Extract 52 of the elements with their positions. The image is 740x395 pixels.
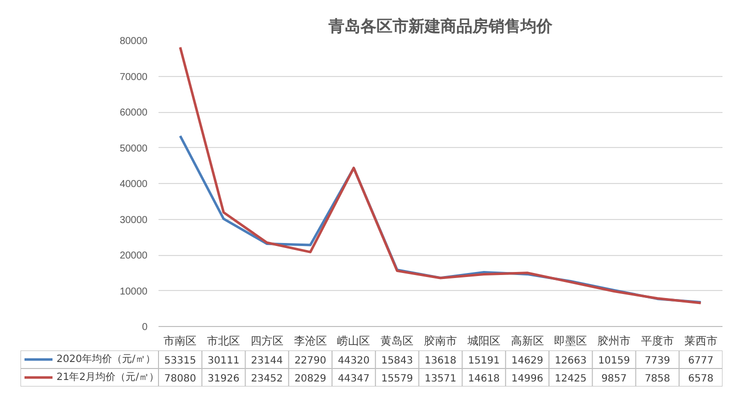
data-label: 6777 [688, 356, 714, 366]
x-tick-label: 崂山区 [337, 334, 370, 348]
data-label: 9857 [601, 374, 627, 384]
data-label: 30111 [208, 356, 240, 366]
data-label: 22790 [294, 356, 326, 366]
y-tick-label: 20000 [120, 250, 148, 262]
y-tick-label: 30000 [120, 214, 148, 226]
data-label: 14618 [468, 374, 500, 384]
data-label: 53315 [164, 356, 196, 366]
data-label: 13571 [424, 374, 456, 384]
data-label: 14629 [511, 356, 544, 366]
y-tick-label: 50000 [120, 143, 148, 154]
data-label: 7858 [644, 374, 670, 384]
data-label: 15579 [381, 374, 414, 384]
y-tick-label: 0 [142, 322, 148, 333]
y-tick-label: 10000 [120, 286, 148, 298]
x-tick-label: 黄岛区 [380, 334, 414, 348]
x-tick-label: 李沧区 [294, 334, 327, 348]
chart-title: 青岛各区市新建商品房销售均价 [328, 16, 554, 36]
data-label: 20829 [294, 374, 326, 384]
data-label: 15843 [381, 356, 414, 366]
x-tick-label: 高新区 [510, 334, 544, 348]
y-tick-label: 70000 [120, 72, 148, 83]
data-label: 31926 [208, 374, 240, 384]
y-tick-label: 60000 [120, 108, 148, 118]
x-tick-label: 莱西市 [684, 334, 718, 348]
x-tick-label: 即墨区 [554, 336, 588, 348]
y-tick-label: 80000 [120, 36, 148, 47]
data-label: 15191 [468, 356, 500, 366]
data-label: 7739 [644, 356, 670, 366]
x-tick-label: 胶州市 [598, 334, 631, 348]
x-tick-label: 平度市 [640, 334, 674, 348]
data-label: 23452 [251, 374, 283, 384]
x-tick-label: 城阳区 [466, 334, 500, 348]
data-label: 78080 [164, 374, 196, 384]
legend-label: 21年2月均价（元/㎡） [56, 371, 159, 383]
y-tick-label: 40000 [120, 179, 148, 190]
data-label: 14996 [511, 374, 544, 384]
data-label: 13618 [424, 356, 456, 366]
x-tick-label: 市北区 [207, 334, 240, 348]
data-label: 44320 [338, 356, 370, 366]
x-tick-label: 胶南市 [424, 334, 457, 348]
data-label: 23144 [251, 356, 283, 366]
data-label: 10159 [598, 356, 630, 366]
legend-label: 2020年均价（元/㎡） [56, 353, 156, 365]
line-series [178, 46, 702, 304]
data-label: 6578 [688, 374, 714, 384]
x-tick-label: 四方区 [250, 334, 284, 348]
data-label: 12425 [554, 374, 587, 384]
x-tick-label: 市南区 [164, 334, 197, 348]
data-label: 44347 [338, 374, 370, 384]
data-label: 12663 [554, 356, 587, 366]
